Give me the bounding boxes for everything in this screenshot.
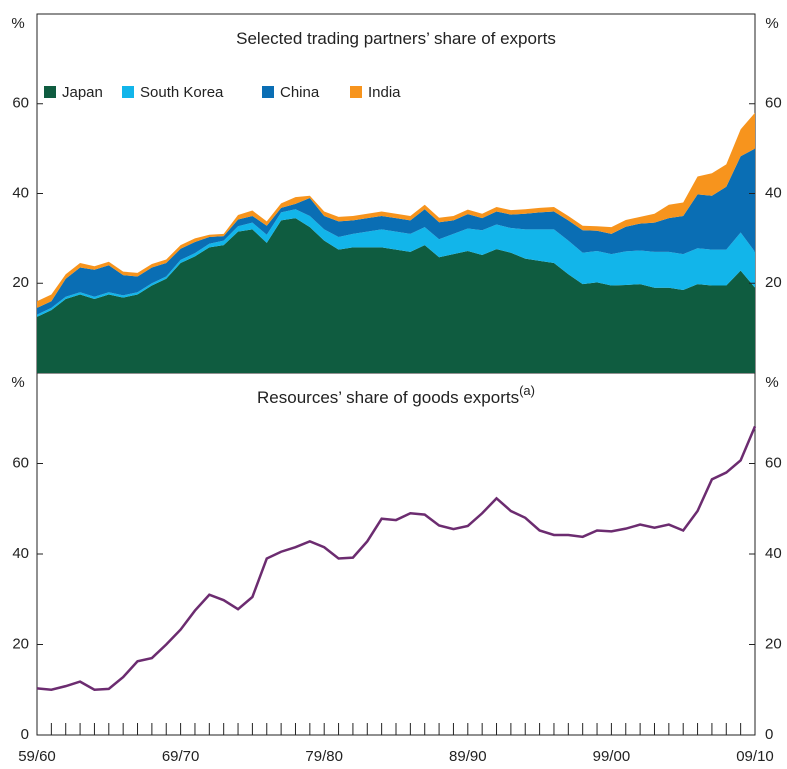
y-tick-label: 40 (12, 184, 29, 201)
y-tick-label-right: 60 (765, 95, 782, 112)
area (37, 218, 755, 373)
plot-frame (36, 13, 756, 736)
legend-label: South Korea (140, 84, 224, 101)
y-tick-label: 20 (12, 635, 29, 652)
legend-swatch (44, 86, 56, 98)
y-tick-label: 60 (12, 95, 29, 112)
y-tick-label: 20 (12, 274, 29, 291)
y-tick-label: 0 (21, 726, 29, 743)
x-tick-label: 59/60 (18, 748, 56, 765)
legend-label: China (280, 84, 320, 101)
title-text: Selected trading partners’ share of expo… (236, 29, 556, 48)
y-tick-label-right: 0 (765, 726, 773, 743)
legend-swatch (122, 86, 134, 98)
x-tick-label: 69/70 (162, 748, 200, 765)
title-note: (a) (519, 383, 535, 398)
y-unit-right: % (765, 15, 778, 32)
x-tick-label: 89/90 (449, 748, 487, 765)
y-unit-left: % (11, 15, 24, 32)
legend-swatch (350, 86, 362, 98)
y-tick-label-right: 40 (765, 545, 782, 562)
y-tick-label-right: 20 (765, 274, 782, 291)
y-tick-label: 60 (12, 454, 29, 471)
x-tick-label: 79/80 (305, 748, 343, 765)
x-tick-label: 09/10 (736, 748, 774, 765)
y-tick-label-right: 60 (765, 454, 782, 471)
area (37, 209, 755, 317)
title-text: Resources’ share of goods exports (257, 388, 519, 407)
y-unit-right: % (765, 374, 778, 391)
x-tick-label: 99/00 (593, 748, 631, 765)
y-tick-label: 40 (12, 545, 29, 562)
legend-label: India (368, 84, 401, 101)
y-tick-label-right: 40 (765, 184, 782, 201)
panel-title: Resources’ share of goods exports(a) (257, 383, 535, 407)
area (37, 148, 755, 315)
line (36, 425, 757, 692)
legend-swatch (262, 86, 274, 98)
panel-title: Selected trading partners’ share of expo… (236, 29, 556, 48)
y-tick-label-right: 20 (765, 635, 782, 652)
legend-label: Japan (62, 84, 103, 101)
y-unit-left: % (11, 374, 24, 391)
